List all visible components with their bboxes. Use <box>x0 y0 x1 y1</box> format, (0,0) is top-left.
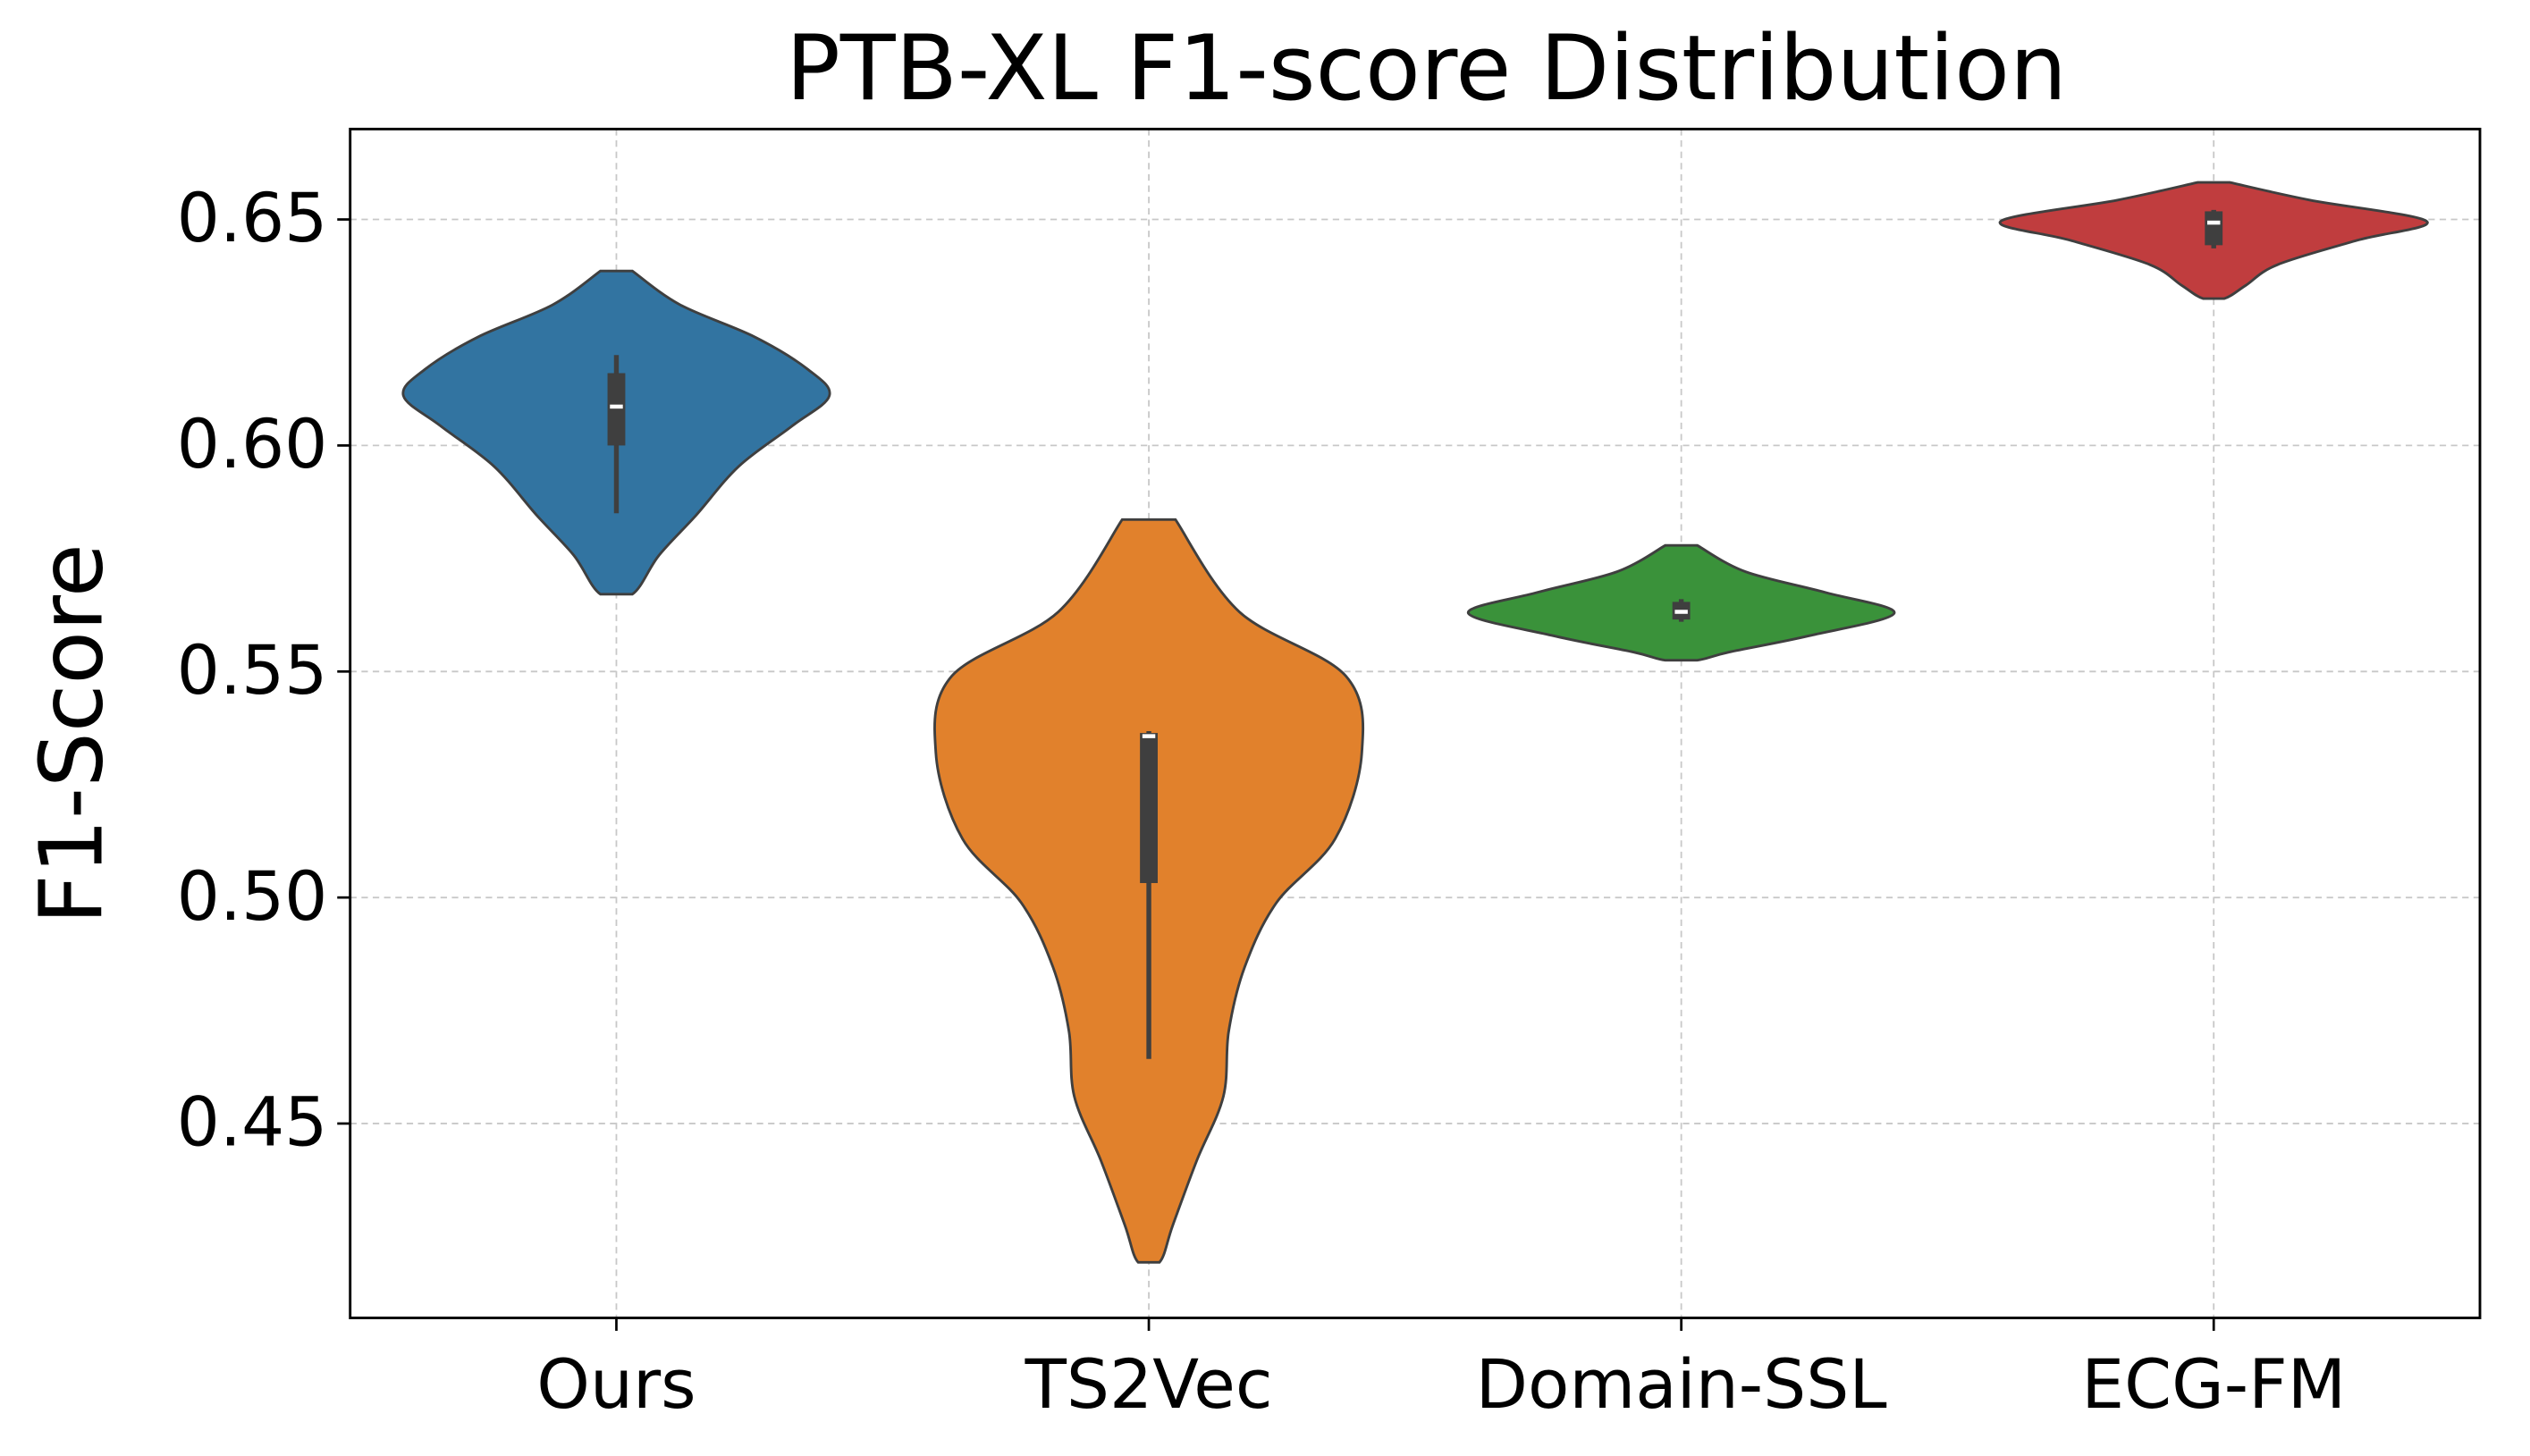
y-tick-label: 0.55 <box>177 631 328 710</box>
y-axis-label: F1-Score <box>21 543 122 924</box>
x-tick-label: TS2Vec <box>1025 1345 1273 1424</box>
chart-title: PTB-XL F1-score Distribution <box>786 15 2067 121</box>
y-tick-label: 0.45 <box>177 1083 328 1162</box>
x-tick-label: Ours <box>536 1345 696 1424</box>
x-tick-label: Domain-SSL <box>1476 1345 1887 1424</box>
iqr-box <box>1140 733 1158 883</box>
y-tick-label: 0.65 <box>177 179 328 257</box>
x-tick-label: ECG-FM <box>2081 1345 2346 1424</box>
iqr-box <box>2205 211 2223 246</box>
y-tick-label: 0.60 <box>177 405 328 484</box>
iqr-box <box>607 373 626 446</box>
y-tick-label: 0.50 <box>177 857 328 936</box>
plot-frame <box>349 127 2482 1319</box>
